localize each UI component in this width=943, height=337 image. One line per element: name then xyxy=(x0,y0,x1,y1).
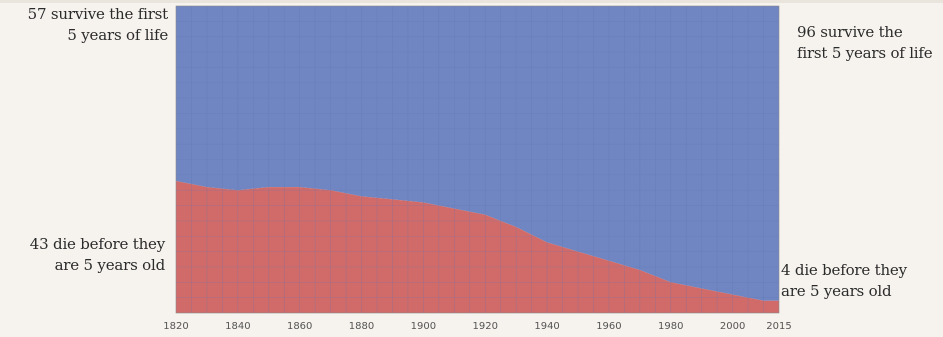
x-tick-label: 1900 xyxy=(411,321,436,332)
annotation-bottom-right: 4 die before they are 5 years old xyxy=(781,260,907,302)
x-tick-label: 1880 xyxy=(349,321,374,332)
annotation-bottom-left: 43 die before they are 5 years old xyxy=(30,234,165,276)
top-border-strip xyxy=(0,0,943,3)
annotation-top-right-line2: first 5 years of life xyxy=(797,44,933,62)
annotation-top-right-line1: 96 survive the xyxy=(797,23,903,41)
x-tick-label: 1980 xyxy=(658,321,683,332)
annotation-bottom-left-line1: 43 die before they xyxy=(29,235,165,253)
plot-border xyxy=(175,5,780,314)
annotation-top-left: 57 survive the first 5 years of life xyxy=(27,4,169,46)
x-tick-label: 2015 xyxy=(766,321,791,332)
x-tick-label: 2000 xyxy=(720,321,745,332)
x-tick-label: 1920 xyxy=(473,321,498,332)
annotation-bottom-right-line2: are 5 years old xyxy=(781,282,892,300)
annotation-top-left-line2: 5 years of life xyxy=(67,26,168,44)
annotation-bottom-right-line1: 4 die before they xyxy=(781,261,907,279)
series-area-die xyxy=(176,180,779,313)
annotation-top-left-line1: 57 survive the first xyxy=(27,5,169,23)
x-tick-label: 1960 xyxy=(596,321,621,332)
annotation-top-right: 96 survive the first 5 years of life xyxy=(797,22,933,64)
x-tick-label: 1860 xyxy=(287,321,312,332)
series-area-survive xyxy=(176,6,779,301)
x-tick-label: 1820 xyxy=(163,321,188,332)
annotation-bottom-left-line2: are 5 years old xyxy=(54,256,166,274)
x-tick-label: 1940 xyxy=(534,321,559,332)
x-tick-label: 1840 xyxy=(225,321,250,332)
